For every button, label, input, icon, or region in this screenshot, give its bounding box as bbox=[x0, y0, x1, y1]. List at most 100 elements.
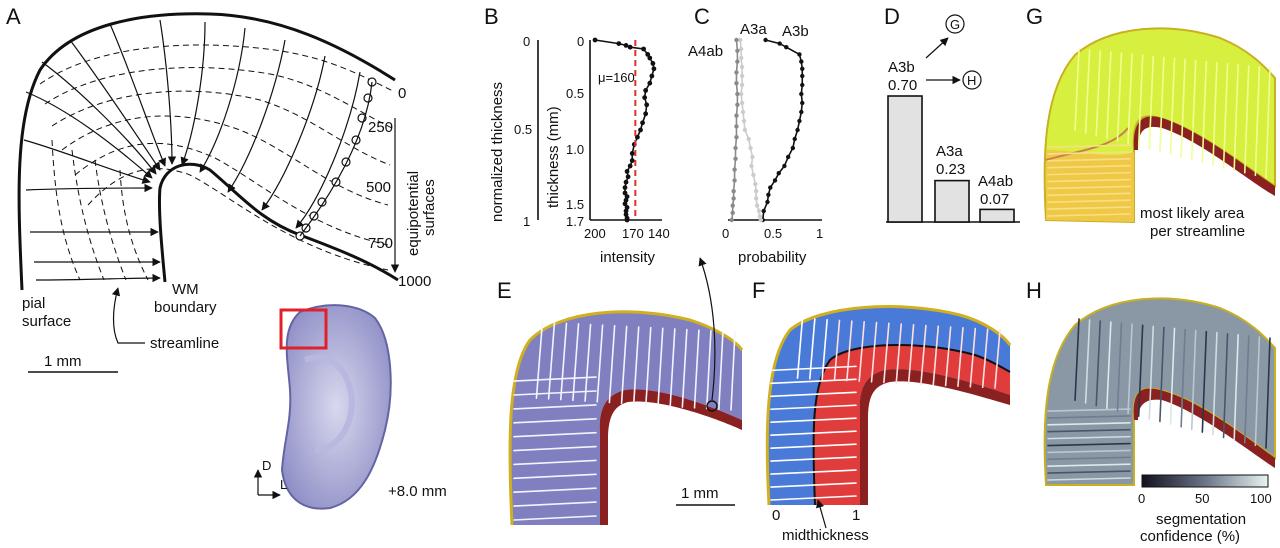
streaks-h-line-22 bbox=[1190, 329, 1197, 431]
intensity-point-13 bbox=[644, 102, 650, 108]
prob-point-a3a-1 bbox=[738, 46, 744, 52]
prob-point-a3b-13 bbox=[792, 136, 797, 142]
intensity-point-16 bbox=[638, 127, 643, 133]
streaks-e-line-6 bbox=[513, 431, 597, 438]
prob-point-a3b-4 bbox=[799, 59, 804, 64]
prob-point-a4ab-6 bbox=[735, 102, 740, 108]
colorbar-label-2: confidence (%) bbox=[1140, 528, 1240, 545]
streaks-h bbox=[1047, 318, 1271, 481]
g-wm-edge bbox=[1133, 116, 1275, 196]
intensity-point-1 bbox=[616, 41, 622, 46]
streaks-g-line-28 bbox=[1254, 66, 1261, 177]
streaks-h-line-3 bbox=[1047, 456, 1131, 461]
streaks-f-line-5 bbox=[770, 430, 857, 436]
b-xtick-170: 170 bbox=[622, 226, 644, 241]
prob-point-a3a-9 bbox=[741, 118, 747, 124]
streaks-e-line-15 bbox=[584, 323, 592, 402]
f-superficial bbox=[767, 306, 1010, 505]
streaks-h-line-11 bbox=[1074, 318, 1080, 402]
streaks-h-line-13 bbox=[1095, 320, 1102, 407]
prob-point-a3a-0 bbox=[738, 37, 743, 43]
prob-point-a3b-21 bbox=[765, 199, 770, 205]
prob-point-a3b-1 bbox=[777, 41, 782, 46]
b-xtick-200: 200 bbox=[584, 226, 606, 241]
streamline-sample bbox=[299, 81, 373, 237]
streaks-f-line-24 bbox=[957, 326, 964, 387]
prob-point-a4ab-17 bbox=[730, 210, 735, 215]
streaks-g-line-2 bbox=[1047, 199, 1131, 204]
prob-point-a3a-22 bbox=[758, 217, 764, 223]
depth-tick-500: 500 bbox=[366, 179, 391, 196]
prob-point-a3b-5 bbox=[800, 66, 805, 72]
streaks-h-line-27 bbox=[1243, 335, 1250, 444]
streaks-e-line-23 bbox=[681, 328, 688, 408]
wm-boundary-line bbox=[157, 162, 399, 283]
inner-tick-17: 1.7 bbox=[566, 214, 584, 229]
streaks-g-line-20 bbox=[1169, 57, 1176, 155]
mean-label: μ=160 bbox=[598, 70, 635, 85]
intensity-point-32 bbox=[623, 212, 629, 218]
intensity-point-0 bbox=[592, 37, 598, 43]
b-ylabel-inner: thickness (mm) bbox=[545, 106, 562, 208]
brain-white-matter bbox=[303, 354, 356, 453]
streaks-h-line-2 bbox=[1047, 463, 1131, 468]
panel-h: H 0 50 100 segmentation confidence (%) bbox=[1026, 278, 1276, 545]
streaks-g-line-18 bbox=[1148, 55, 1155, 150]
intensity-point-2 bbox=[623, 43, 629, 48]
prob-point-a3a-12 bbox=[748, 145, 753, 151]
prob-point-a3b-20 bbox=[766, 192, 771, 197]
prob-point-a4ab-14 bbox=[731, 189, 736, 194]
brain-section: D L +8.0 mm bbox=[253, 304, 447, 510]
streaks-f-line-21 bbox=[920, 324, 927, 386]
streaks-f-line-19 bbox=[895, 323, 903, 384]
streaks-h-line-24 bbox=[1212, 331, 1218, 436]
streaks-f-line-15 bbox=[846, 320, 853, 382]
orientation-l-label: L bbox=[280, 477, 287, 492]
h-wm-edge bbox=[1133, 388, 1275, 468]
streaks-h-line-25 bbox=[1222, 332, 1229, 439]
streaks-h-line-5 bbox=[1047, 442, 1131, 447]
streaks-g-line-22 bbox=[1190, 59, 1197, 161]
streaks-h-line-20 bbox=[1169, 327, 1176, 425]
prob-point-a3a-6 bbox=[738, 91, 744, 97]
prob-point-a3a-18 bbox=[754, 196, 759, 201]
streaks-h-line-28 bbox=[1254, 336, 1261, 447]
prob-point-a3a-19 bbox=[754, 203, 760, 208]
brain-silhouette bbox=[280, 304, 392, 510]
prob-point-a3b-12 bbox=[795, 127, 800, 133]
streaks-e-line-10 bbox=[513, 376, 597, 382]
pial-label: pial bbox=[22, 295, 45, 312]
intensity-point-12 bbox=[642, 95, 648, 100]
streaks-g-line-6 bbox=[1047, 171, 1131, 176]
streaks-h-line-10 bbox=[1047, 408, 1131, 412]
wm-label: WM bbox=[172, 281, 199, 298]
streaks-e-line-5 bbox=[513, 445, 597, 452]
g-caption-2: per streamline bbox=[1150, 223, 1245, 240]
streamline-label: streamline bbox=[150, 335, 219, 352]
f-tick-1: 1 bbox=[852, 507, 860, 524]
scale-label-a: 1 mm bbox=[44, 353, 82, 370]
bar-a4ab bbox=[979, 208, 1015, 223]
prob-point-a3b-9 bbox=[800, 100, 805, 106]
streaks-f-line-20 bbox=[907, 324, 915, 385]
e-wm-edge bbox=[599, 389, 742, 525]
streaks-f-line-6 bbox=[770, 417, 857, 424]
streaks-f-line-4 bbox=[770, 443, 857, 449]
prob-point-a3a-20 bbox=[756, 208, 762, 214]
prob-point-a3a-10 bbox=[742, 127, 748, 133]
prob-point-a3a-4 bbox=[739, 73, 745, 79]
streaks-e-line-26 bbox=[718, 330, 724, 411]
streaks-g-line-23 bbox=[1201, 60, 1208, 163]
prob-point-a3b-6 bbox=[800, 73, 805, 79]
region-highlight-box bbox=[279, 308, 328, 350]
streaks-h-line-9 bbox=[1047, 415, 1131, 419]
prob-point-a3a-14 bbox=[749, 163, 754, 169]
streaks-f-line-7 bbox=[770, 404, 857, 411]
streaks-f-line-17 bbox=[870, 321, 878, 383]
streaks-g-line-12 bbox=[1084, 49, 1091, 134]
streaks-e-line-8 bbox=[513, 404, 597, 410]
streaks-e-line-9 bbox=[513, 390, 597, 396]
sample-to-b-arrow bbox=[698, 257, 716, 401]
streaks-h-line-17 bbox=[1137, 324, 1144, 417]
prob-point-a3a-2 bbox=[738, 55, 744, 61]
